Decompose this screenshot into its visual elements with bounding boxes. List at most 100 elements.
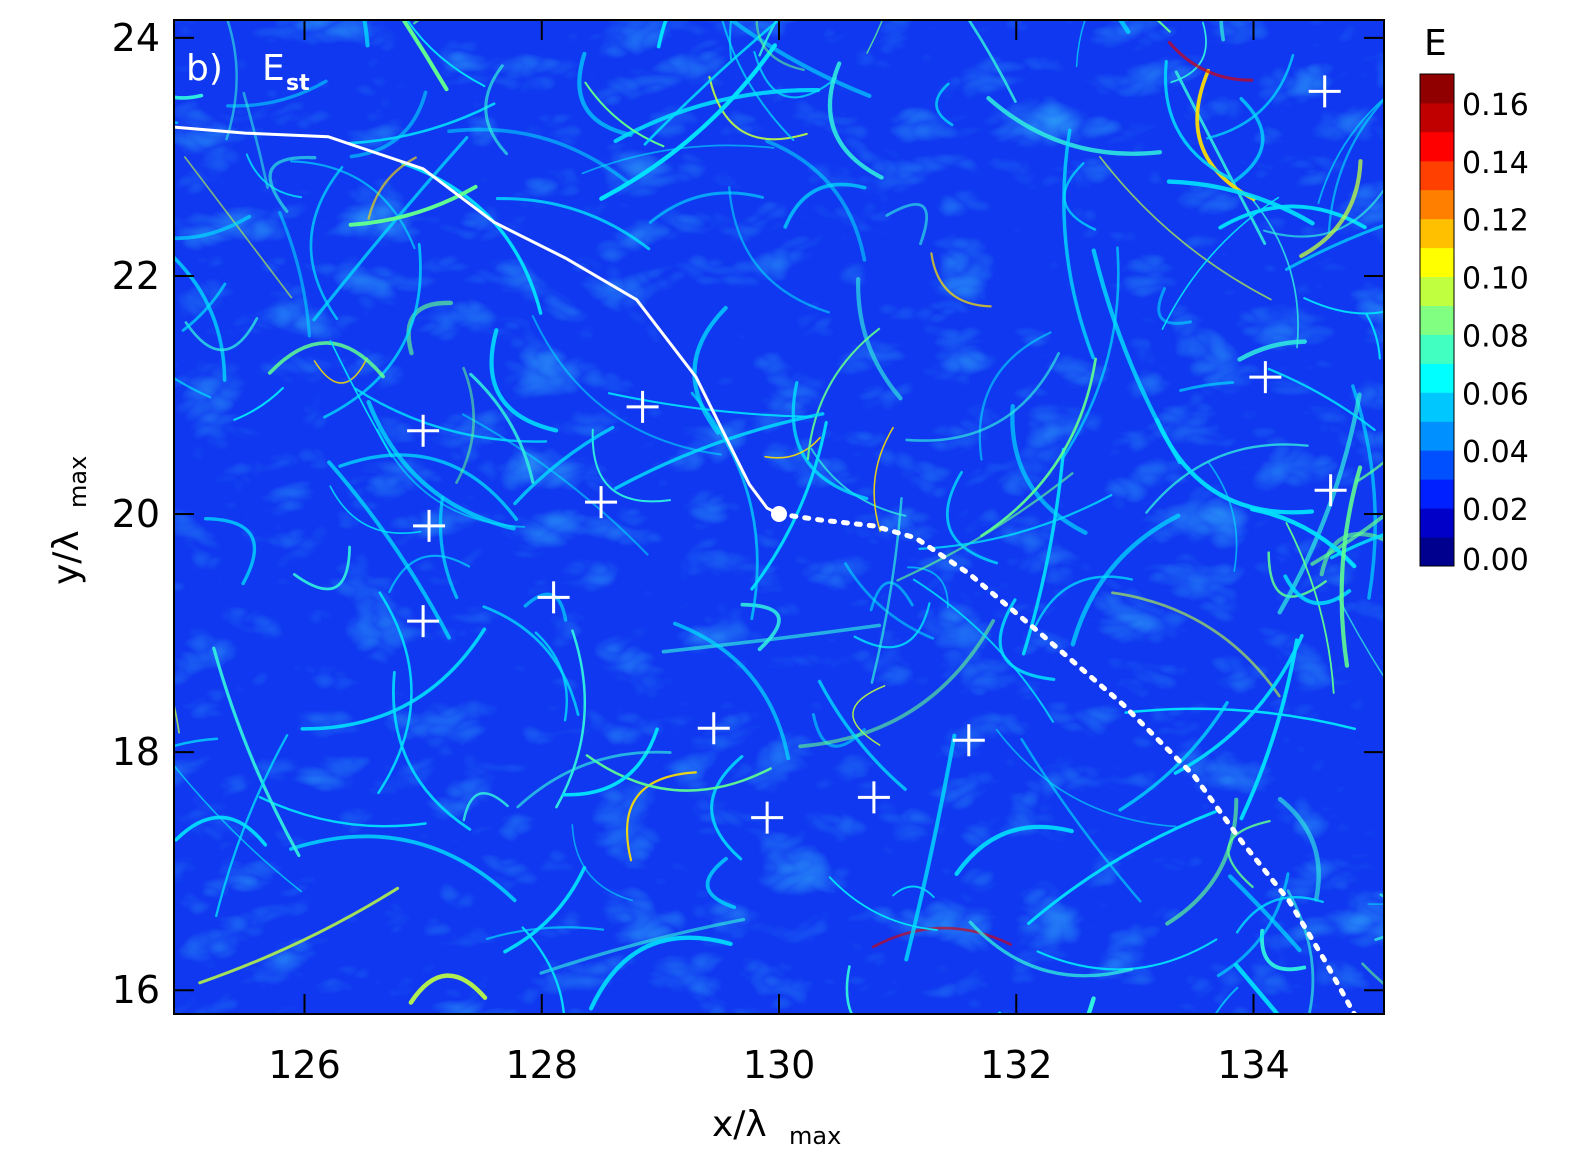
heatmap-streak [184, 317, 259, 352]
heatmap-streak [523, 592, 568, 622]
heatmap-streak [873, 426, 894, 532]
heatmap-streak [1365, 313, 1381, 360]
cross-marker [751, 801, 784, 834]
heatmap-streak [806, 327, 881, 461]
heatmap-streak [1206, 54, 1295, 140]
heatmap-streak [181, 282, 227, 332]
heatmap-streak [708, 75, 808, 141]
heatmap-streak [1218, 204, 1367, 230]
colorbar-labels: 0.00 0.02 0.04 0.06 0.08 0.10 0.12 0.14 0.16 [1462, 88, 1529, 578]
colorbar-tick-label: 0.16 [1462, 88, 1529, 123]
heatmap-streak [1034, 575, 1133, 627]
heatmap-streak [1020, 737, 1142, 903]
cross-marker [1314, 474, 1347, 507]
heatmap-streak [1070, 513, 1181, 647]
colorbar-band [1420, 392, 1454, 422]
heatmap-streak [348, 184, 478, 227]
field-lines [174, 125, 1357, 1014]
x-axis-label: x/λ max [712, 1104, 841, 1150]
heatmap-streak [1062, 246, 1120, 459]
heatmap-streak [300, 627, 487, 731]
heatmap-streak [967, 20, 1017, 103]
heatmap-streak [907, 566, 949, 609]
x-tick-label: 134 [1217, 1043, 1290, 1087]
dotted-curve [776, 511, 1357, 1014]
colorbar-band [1420, 102, 1454, 133]
cross-marker [697, 712, 730, 745]
heatmap-streak [367, 156, 417, 220]
heatmap-streak [561, 727, 659, 797]
heatmap-streak [728, 186, 830, 314]
heatmap-streak [366, 399, 516, 531]
heatmap-streak [495, 197, 651, 251]
x-axis-label-sub: max [789, 1122, 841, 1150]
heatmap-streak [293, 545, 351, 591]
heatmap-streak [1337, 596, 1384, 679]
heatmap-streak [401, 20, 449, 92]
heatmap-streak [462, 792, 509, 822]
heatmap-streak [1207, 461, 1238, 572]
x-axis-label-main: x/λ [712, 1104, 767, 1145]
heatmap-streak [856, 277, 903, 401]
heatmap-streak [995, 728, 1177, 828]
heatmap-streak [968, 920, 1134, 978]
heatmap-streak [323, 242, 422, 419]
y-axis-label-sub: max [64, 456, 92, 508]
heatmap-streak [852, 685, 886, 746]
heatmap-streak [338, 453, 519, 521]
colorbar-tick-label: 0.00 [1462, 543, 1529, 578]
heatmap-streak [388, 554, 471, 594]
heatmap-streak [268, 155, 317, 213]
colorbar-band [1420, 218, 1454, 249]
junction-point [771, 506, 787, 523]
heatmap-streak [503, 866, 587, 954]
heatmap-streak [912, 578, 1054, 723]
colorbar-band [1420, 74, 1454, 104]
y-tick-label: 24 [112, 16, 160, 60]
heatmap-streak [692, 305, 728, 435]
heatmap-streak [485, 926, 605, 940]
heatmap-streak [377, 591, 413, 795]
heatmap-streak [1086, 996, 1096, 1014]
heatmap-streak [174, 701, 180, 734]
heatmap-streak [755, 20, 805, 72]
heatmap-streak [531, 315, 722, 456]
heatmap-streak [183, 156, 293, 299]
cross-markers [407, 75, 1347, 834]
heatmap-streak [1166, 179, 1315, 226]
colorbar-frame [1419, 73, 1455, 567]
heatmap-streak [571, 824, 633, 902]
heatmap-streak [174, 737, 219, 748]
heatmap-streak [1284, 223, 1384, 271]
heatmap-streak [349, 90, 428, 159]
heatmap-streak [516, 750, 672, 809]
heatmap-streak [513, 425, 615, 506]
heatmap-streak [591, 428, 671, 503]
colorbar-tick-label: 0.08 [1462, 319, 1529, 354]
heatmap-streak [1285, 522, 1335, 694]
cross-marker [413, 509, 446, 542]
cross-marker [952, 724, 985, 757]
colorbar-bands [1419, 73, 1455, 567]
heatmap-streak [673, 621, 791, 761]
heatmap-streak [290, 160, 416, 250]
heatmap-streak [245, 153, 303, 199]
heatmap-streak [1233, 96, 1265, 183]
heatmap-streak [584, 81, 665, 148]
heatmap-streak [1157, 287, 1192, 325]
heatmap-streak [705, 856, 737, 910]
heatmap-streak [885, 203, 929, 246]
heatmap-streak [174, 764, 303, 893]
heatmap-streak [1179, 380, 1235, 392]
heatmap-streak [1010, 403, 1088, 535]
heatmap-streak [1062, 128, 1095, 360]
heatmap-streak [626, 771, 697, 862]
heatmap-streak [996, 1011, 1002, 1014]
heatmap-streak [750, 420, 828, 591]
heatmap-streak [1339, 465, 1363, 668]
colorbar-band [1420, 334, 1454, 364]
cross-marker [626, 390, 659, 423]
heatmap-streak [904, 733, 957, 962]
heatmap-streaks [174, 20, 1384, 1014]
